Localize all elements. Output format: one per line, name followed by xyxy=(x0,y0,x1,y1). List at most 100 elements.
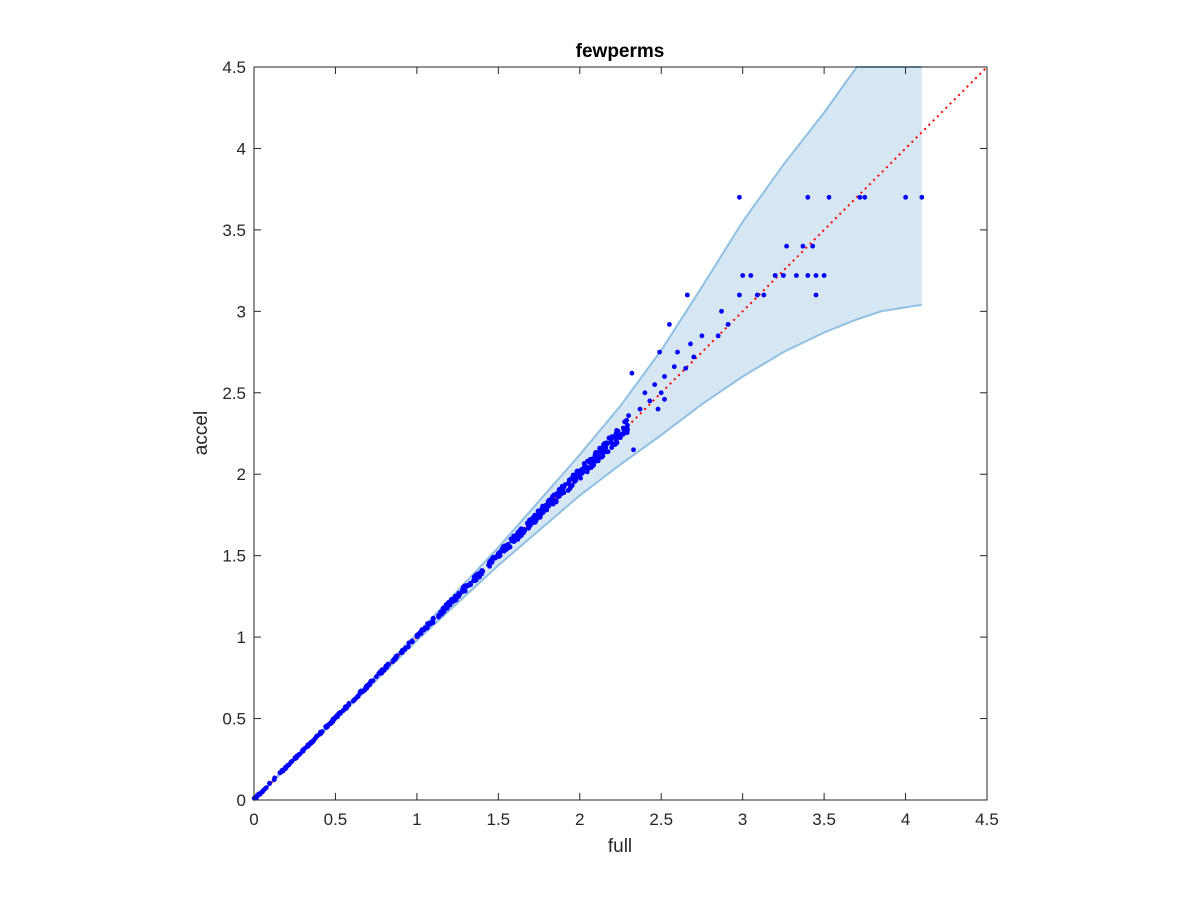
data-point xyxy=(391,657,397,662)
x-axis-ticks: 0 0.5 1 1.5 2 2.5 3 3.5 4 4.5 xyxy=(249,67,999,829)
data-point xyxy=(426,622,431,628)
data-point xyxy=(601,442,607,448)
data-point xyxy=(657,349,662,355)
data-point xyxy=(574,468,580,474)
data-point xyxy=(514,533,520,538)
y-tick-label: 0.5 xyxy=(222,710,246,729)
data-point xyxy=(699,333,705,339)
y-tick-label: 4.5 xyxy=(222,58,246,77)
data-point xyxy=(813,273,819,278)
data-point xyxy=(919,194,925,200)
data-point xyxy=(546,502,552,507)
data-point xyxy=(489,559,495,565)
data-point xyxy=(535,508,541,514)
data-point xyxy=(262,786,268,792)
data-point xyxy=(821,273,827,278)
data-point xyxy=(410,639,415,645)
data-point xyxy=(496,554,502,559)
data-point xyxy=(805,194,811,200)
data-point xyxy=(794,273,799,278)
data-point xyxy=(460,585,466,590)
y-tick-label: 1 xyxy=(237,628,246,647)
data-point xyxy=(406,644,411,650)
data-point xyxy=(810,243,816,249)
data-point xyxy=(436,613,442,619)
data-point xyxy=(618,435,623,441)
data-point xyxy=(719,308,724,314)
data-point xyxy=(565,488,571,493)
data-point xyxy=(688,341,693,347)
data-point xyxy=(615,431,620,437)
data-point xyxy=(317,731,323,737)
y-tick-label: 3 xyxy=(237,302,246,321)
data-point xyxy=(590,462,596,468)
data-point xyxy=(597,445,602,451)
data-point xyxy=(784,243,789,249)
data-point xyxy=(560,486,566,491)
scatter-points xyxy=(251,194,925,801)
data-point xyxy=(465,583,471,588)
data-point xyxy=(658,390,664,396)
data-point xyxy=(624,430,630,436)
data-point xyxy=(556,491,562,497)
data-point xyxy=(566,481,571,486)
data-point xyxy=(857,194,863,200)
data-point xyxy=(605,449,611,455)
data-point xyxy=(503,547,509,552)
data-point xyxy=(477,574,482,580)
data-point xyxy=(600,451,606,457)
data-point xyxy=(443,602,449,608)
data-point xyxy=(302,746,307,752)
data-point xyxy=(826,194,832,200)
x-tick-label: 1 xyxy=(412,810,421,829)
data-point xyxy=(471,574,477,580)
data-point xyxy=(449,597,454,602)
x-tick-label: 1.5 xyxy=(487,810,511,829)
data-point xyxy=(642,390,648,396)
data-point xyxy=(813,292,819,298)
x-tick-label: 2 xyxy=(575,810,584,829)
chart-title: fewperms xyxy=(576,41,665,62)
data-point xyxy=(578,475,583,481)
data-point xyxy=(637,406,643,412)
data-point xyxy=(589,456,595,462)
data-point xyxy=(462,588,468,594)
data-point xyxy=(479,568,484,574)
data-point xyxy=(529,516,535,522)
data-point xyxy=(511,537,517,543)
band-upper-edge xyxy=(253,66,922,801)
y-tick-label: 4 xyxy=(237,139,246,158)
data-point xyxy=(456,590,462,596)
data-point xyxy=(647,398,653,404)
band-lower-edge xyxy=(253,303,922,801)
data-point xyxy=(526,525,531,531)
data-point xyxy=(324,723,330,729)
data-point xyxy=(748,273,754,278)
y-tick-label: 0 xyxy=(237,791,246,810)
y-axis-label: accel xyxy=(191,411,212,455)
x-tick-label: 4 xyxy=(901,810,910,829)
data-point xyxy=(805,273,811,278)
data-point xyxy=(754,292,760,298)
data-point xyxy=(520,529,526,535)
band-fill xyxy=(254,67,922,800)
x-tick-label: 3 xyxy=(738,810,747,829)
data-point xyxy=(497,549,503,555)
data-point xyxy=(800,243,806,249)
data-point xyxy=(662,396,667,402)
x-tick-label: 3.5 xyxy=(812,810,836,829)
data-point xyxy=(341,707,347,713)
data-point xyxy=(357,691,363,696)
data-point xyxy=(505,541,511,547)
data-point xyxy=(281,766,287,772)
data-point xyxy=(652,382,658,387)
data-point xyxy=(592,453,598,458)
x-tick-label: 4.5 xyxy=(975,810,999,829)
data-point xyxy=(667,322,672,327)
data-point xyxy=(671,364,677,370)
data-point xyxy=(621,427,627,433)
data-point xyxy=(310,739,315,744)
data-point xyxy=(740,273,746,278)
data-point xyxy=(373,674,379,680)
